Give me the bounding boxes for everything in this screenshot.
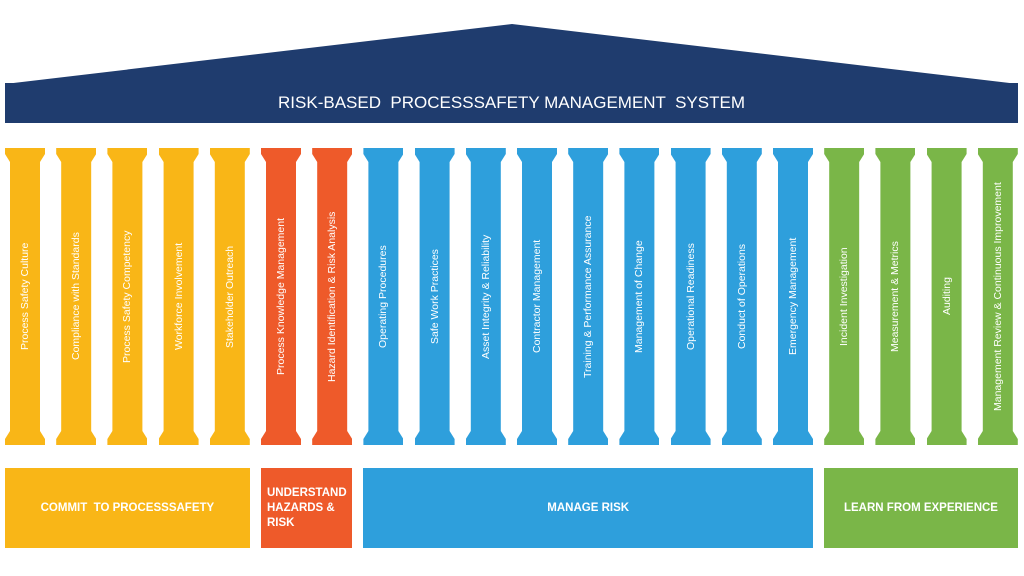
- pillar-label: Contractor Management: [531, 239, 543, 354]
- pillar-label: Emergency Management: [787, 237, 799, 356]
- pillar-label: Stakeholder Outreach: [223, 245, 236, 348]
- title: RISK-BASED PROCESSSAFETY MANAGEMENT SYST…: [278, 93, 745, 112]
- pillar-label: Measurement & Metrics: [889, 241, 902, 352]
- pillar-label: Operational Readiness: [684, 243, 697, 350]
- pillar-label: Workforce Involvement: [172, 242, 185, 351]
- pillar: Conduct of Operations: [721, 148, 762, 445]
- pillar: Auditing: [926, 148, 967, 445]
- pillar: Process Safety Competency: [107, 148, 148, 445]
- pillar-label: Asset Integrity & Reliability: [479, 234, 492, 359]
- pillar: Process Knowledge Management: [261, 148, 301, 445]
- pillar: Management of Change: [619, 148, 660, 445]
- pillar: Operating Procedures: [363, 148, 404, 445]
- pillar-label: Compliance with Standards: [70, 232, 83, 361]
- pillar-label: Process Knowledge Management: [275, 218, 287, 376]
- pillar: Process Safety Culture: [5, 148, 45, 445]
- pillar-label: Conduct of Operations: [735, 243, 748, 350]
- pillar: Emergency Management: [773, 148, 813, 445]
- foundation: UNDERSTAND HAZARDS & RISK: [261, 468, 353, 548]
- pillar: Safe Work Practices: [414, 148, 455, 445]
- pillar: Compliance with Standards: [56, 148, 97, 445]
- pillar-label: Incident Investigation: [838, 247, 851, 346]
- pillar-label: Management Review & Continuous Improveme…: [991, 182, 1004, 411]
- roof-beam: [5, 83, 1018, 123]
- pillar-label: Management of Change: [633, 240, 646, 353]
- pillar-label: Safe Work Practices: [428, 249, 441, 344]
- pillar: Stakeholder Outreach: [209, 148, 250, 445]
- pillar-label: Process Safety Culture: [19, 242, 31, 351]
- roof-triangle: [5, 24, 1018, 84]
- pillar: Contractor Management: [517, 148, 557, 445]
- pillar: Training & Performance Assurance: [568, 148, 609, 445]
- foundation: MANAGE RISK: [363, 468, 813, 548]
- pillar-label: Training & Performance Assurance: [582, 215, 595, 378]
- pillar: Asset Integrity & Reliability: [465, 148, 506, 445]
- pillar: Workforce Involvement: [158, 148, 199, 445]
- foundation: COMMIT TO PROCESSSAFETY: [5, 468, 250, 548]
- pillar: Management Review & Continuous Improveme…: [977, 148, 1018, 445]
- pillar: Hazard Identification & Risk Analysis: [312, 148, 353, 445]
- pillar-label: Process Safety Competency: [121, 230, 134, 363]
- pillar: Operational Readiness: [670, 148, 711, 445]
- pillar-label: Operating Procedures: [377, 245, 390, 348]
- pillar: Incident Investigation: [824, 148, 865, 445]
- pillar-label: Auditing: [940, 277, 953, 316]
- pillar: Measurement & Metrics: [875, 148, 916, 445]
- pillar-label: Hazard Identification & Risk Analysis: [326, 211, 339, 382]
- foundation: LEARN FROM EXPERIENCE: [824, 468, 1018, 548]
- roof: [5, 24, 1018, 123]
